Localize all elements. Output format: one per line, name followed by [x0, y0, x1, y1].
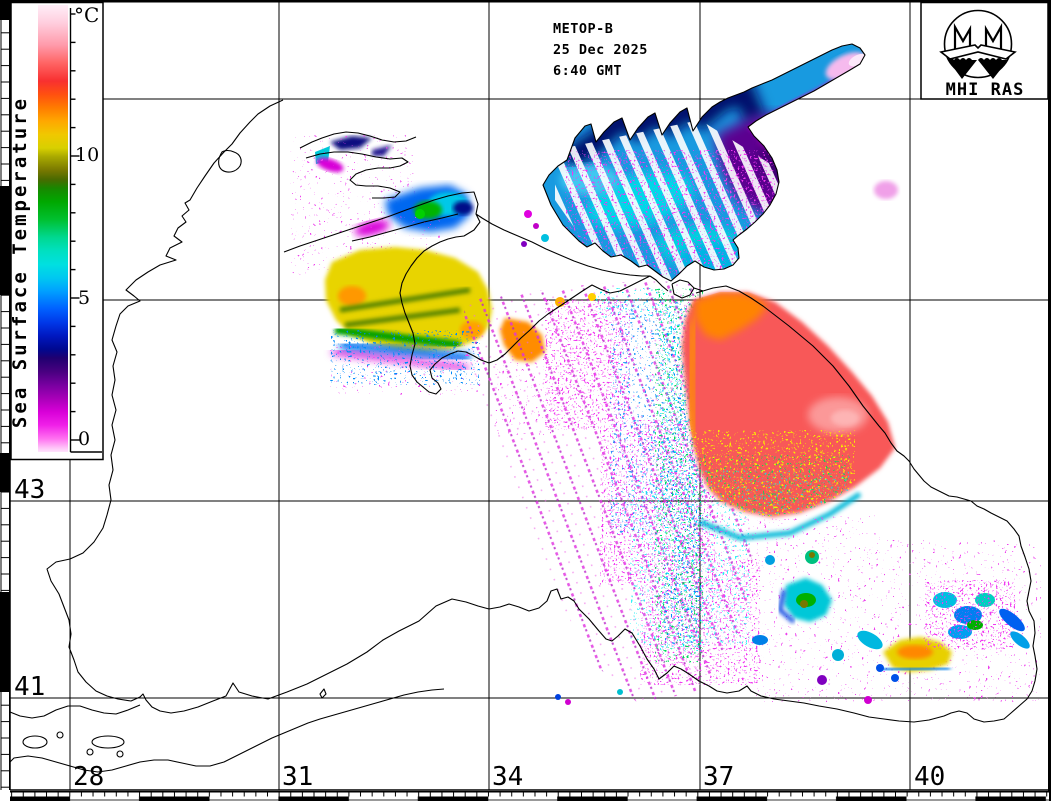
coastline-kerch-taman: [649, 275, 704, 299]
coastline-marmara: [9, 688, 445, 773]
lon-label-40: 40: [914, 762, 946, 792]
mhi-ras-logo: [920, 1, 1049, 100]
colorbar-tick-10: 10: [75, 144, 100, 166]
satellite-name: METOP-B: [553, 21, 614, 37]
colorbar: [10, 1, 104, 461]
tiny-island: [319, 688, 327, 699]
logo-wave-right: [978, 58, 1008, 79]
sst-western-shelf-patch: [325, 247, 492, 395]
marmara-island: [22, 735, 48, 749]
coastline-liman-loop: [218, 149, 242, 173]
coastline-dnieper: [299, 131, 417, 199]
lat-label-41: 41: [14, 672, 46, 702]
coastline-dzharylgach-spit: [351, 213, 459, 242]
coastline-azov: [542, 43, 866, 282]
logo-wings: [939, 44, 1017, 60]
sst-southeast-patches: [555, 540, 1041, 705]
logo-glyph-left: [953, 22, 972, 57]
colorbar-tick-5: 5: [78, 287, 91, 309]
lon-label-37: 37: [703, 762, 735, 792]
colorbar-unit: °C: [74, 3, 100, 27]
logo-wave-left: [948, 58, 977, 79]
acquisition-time: 6:40 GMT: [553, 63, 623, 79]
coastline-tendra-spit: [283, 191, 479, 253]
marmara-island: [91, 735, 125, 749]
sst-syvash-specks: [521, 181, 898, 247]
coastline-west-south-east: [46, 99, 1038, 723]
lon-label-28: 28: [73, 762, 105, 792]
logo-caption: MHI RAS: [945, 80, 1025, 100]
lat-label-43: 43: [14, 475, 46, 505]
lon-label-31: 31: [282, 762, 314, 792]
logo-glyph-right: [984, 22, 1003, 57]
coastlines: [9, 43, 1038, 773]
coastline-crimea: [399, 213, 651, 395]
colorbar-tick-0: 0: [78, 428, 91, 450]
lon-label-34: 34: [492, 762, 524, 792]
logo-circle: [943, 9, 1013, 79]
colorbar-title: Sea Surface Temperature: [9, 95, 31, 429]
colorbar-gradient: [38, 5, 68, 452]
acquisition-date: 25 Dec 2025: [553, 42, 648, 58]
sst-taman-bay: [874, 181, 898, 199]
